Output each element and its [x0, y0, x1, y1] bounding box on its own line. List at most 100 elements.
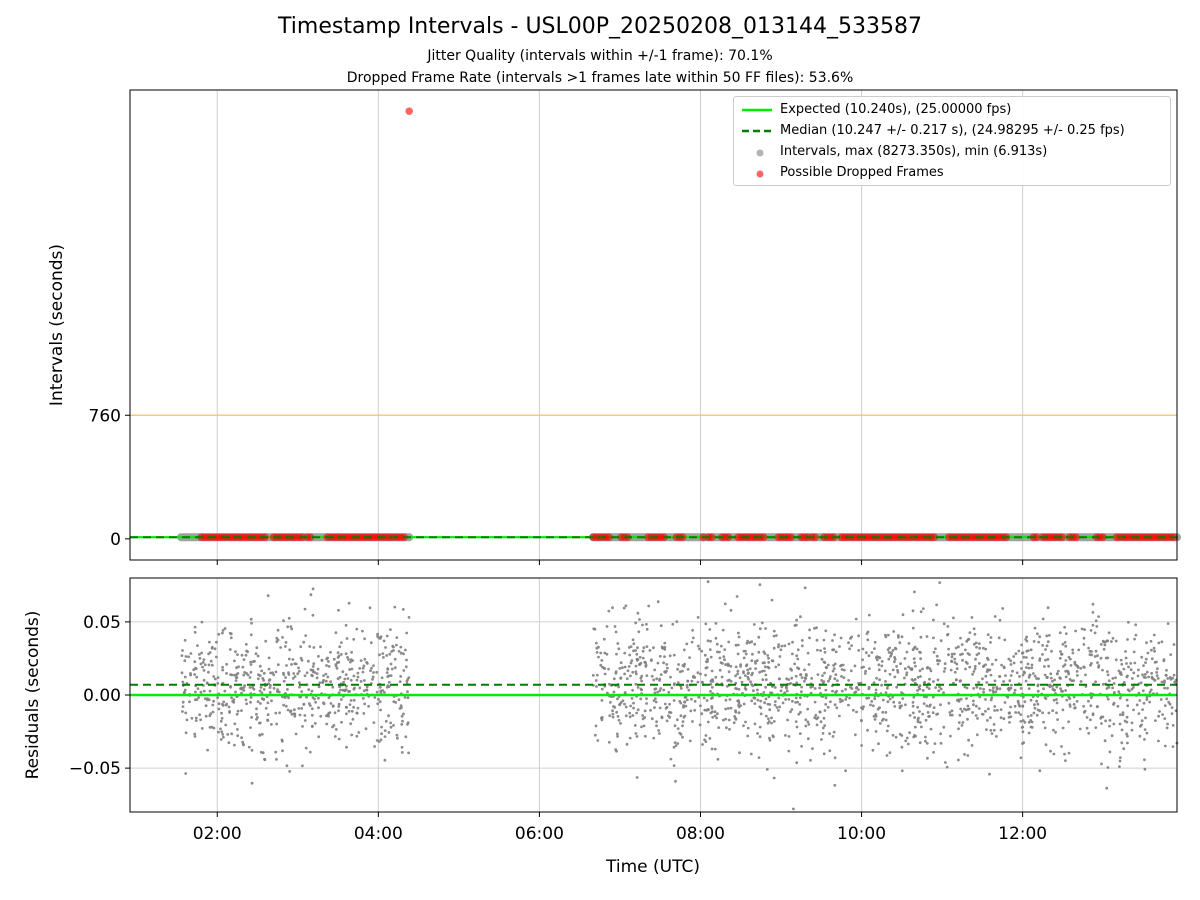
residual-point: [1099, 716, 1103, 720]
residual-point: [926, 711, 930, 714]
residual-point: [211, 703, 215, 707]
residual-point: [1170, 712, 1174, 715]
residual-point: [816, 648, 819, 652]
residual-point: [939, 741, 943, 745]
residual-point: [854, 617, 858, 621]
residual-point: [230, 732, 234, 736]
residual-point: [757, 756, 761, 759]
residual-point: [799, 710, 802, 714]
residual-point: [998, 675, 1001, 678]
residual-point: [971, 711, 974, 714]
residual-point: [913, 661, 916, 664]
residual-point: [228, 648, 232, 651]
residual-point: [1099, 643, 1103, 646]
residual-point: [653, 668, 657, 672]
residual-point: [692, 674, 695, 678]
residual-point: [893, 657, 897, 661]
residual-point: [224, 723, 228, 727]
residual-point: [1022, 655, 1026, 659]
residual-point: [212, 675, 216, 678]
residual-point: [1144, 661, 1147, 664]
residual-point: [668, 710, 671, 714]
residual-point: [603, 672, 607, 676]
residual-point: [750, 659, 754, 663]
residual-point: [1013, 688, 1017, 692]
residual-point: [1019, 756, 1023, 760]
residual-point: [900, 745, 904, 749]
residual-point: [724, 698, 728, 702]
residual-point: [1102, 640, 1106, 644]
residual-point: [1012, 655, 1016, 658]
residual-point: [1033, 674, 1037, 678]
residual-point: [320, 658, 324, 662]
residual-point: [778, 705, 782, 709]
residual-point: [942, 622, 946, 626]
residual-point: [777, 709, 780, 712]
residual-point: [654, 687, 658, 691]
residual-point: [195, 698, 199, 701]
residual-point: [243, 684, 247, 687]
residual-point: [972, 627, 976, 631]
residual-point: [1173, 680, 1177, 684]
x-tick-label: 04:00: [354, 824, 403, 844]
residual-point: [799, 615, 802, 619]
residual-point: [244, 653, 248, 657]
residual-point: [255, 646, 259, 650]
residual-point: [301, 725, 304, 728]
residual-point: [745, 664, 748, 668]
residual-point: [387, 714, 390, 718]
residual-point: [1033, 703, 1036, 707]
residual-point: [860, 706, 863, 710]
residual-point: [290, 627, 294, 631]
residual-point: [378, 700, 382, 704]
residual-point: [329, 680, 332, 684]
residual-point: [379, 635, 383, 638]
residual-point: [775, 706, 779, 709]
residual-point: [614, 671, 618, 675]
residual-point: [698, 647, 701, 651]
residual-point: [329, 702, 333, 705]
residual-point: [185, 718, 189, 722]
residual-point: [709, 690, 712, 693]
residual-point: [653, 706, 656, 709]
residual-point: [1059, 650, 1062, 653]
residual-point: [1036, 702, 1040, 706]
residual-point: [874, 688, 878, 692]
residual-point: [744, 649, 747, 653]
residual-point: [1063, 752, 1066, 756]
residual-point: [981, 677, 984, 681]
residual-point: [282, 703, 285, 707]
residual-point: [1072, 679, 1075, 682]
residual-point: [1075, 700, 1079, 703]
residual-point: [1149, 639, 1153, 643]
residual-point: [820, 657, 824, 661]
residual-point: [687, 688, 691, 692]
residual-point: [631, 638, 635, 642]
residual-point: [977, 642, 981, 645]
residual-point: [736, 699, 740, 703]
residual-point: [706, 660, 709, 663]
residual-point: [329, 650, 332, 654]
residual-point: [977, 707, 981, 710]
residual-point: [600, 716, 604, 720]
residual-point: [746, 639, 750, 643]
residual-point: [663, 702, 667, 706]
residual-point: [824, 629, 828, 633]
residual-point: [1049, 672, 1053, 676]
residual-point: [829, 700, 832, 704]
residual-point: [235, 673, 238, 676]
residual-point: [242, 658, 246, 661]
residual-point: [201, 665, 205, 669]
residual-point: [1017, 649, 1021, 653]
residual-point: [635, 711, 638, 715]
residual-point: [1097, 665, 1100, 669]
residual-point: [867, 613, 871, 617]
residual-point: [751, 652, 754, 656]
residual-point: [274, 711, 278, 715]
residual-point: [708, 737, 712, 740]
residual-point: [666, 666, 669, 670]
residual-point: [401, 719, 404, 723]
residual-point: [764, 697, 768, 701]
residual-point: [1021, 719, 1025, 722]
residual-point: [1114, 676, 1117, 680]
